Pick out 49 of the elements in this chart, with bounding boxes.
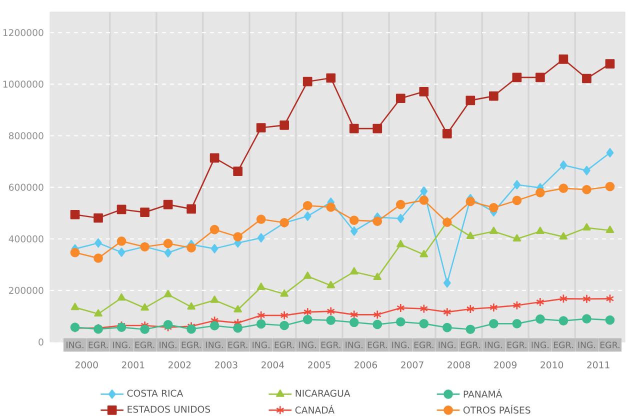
legend-label: PANAMÁ bbox=[464, 388, 502, 398]
x-tick-label: EGR. bbox=[368, 342, 387, 348]
x-tick-label: EGR. bbox=[414, 342, 434, 348]
x-tick-label: ING. bbox=[392, 342, 409, 348]
x-tick-label: EGR. bbox=[182, 342, 201, 348]
text: 2007 bbox=[401, 361, 424, 368]
text: 2010 bbox=[540, 361, 564, 368]
text: 2006 bbox=[354, 361, 378, 368]
y-tick-label: 0 bbox=[38, 338, 44, 346]
x-tick-label: EGR. bbox=[600, 342, 620, 348]
legend-label: ESTADOS UNIDOS bbox=[128, 406, 210, 413]
x-tick-label: ING. bbox=[438, 342, 456, 348]
y-tick-label: 800000 bbox=[8, 132, 44, 140]
x-tick-label: EGR. bbox=[88, 342, 108, 348]
text: 2009 bbox=[494, 361, 517, 368]
x-tick-label: ING. bbox=[299, 342, 316, 348]
legend-label: CANADÁ bbox=[295, 404, 334, 414]
x-tick-label: ING. bbox=[532, 342, 549, 348]
text: 2001 bbox=[122, 361, 144, 368]
legend-label: NICARAGUA bbox=[296, 390, 350, 397]
text: 2004 bbox=[262, 361, 284, 368]
y-tick-label: 400000 bbox=[8, 235, 44, 242]
text: 2011 bbox=[587, 361, 610, 368]
x-tick-label: EGR. bbox=[554, 342, 573, 348]
x-tick-label: EGR. bbox=[274, 342, 294, 348]
text: 2000 bbox=[75, 361, 98, 368]
text: 2005 bbox=[308, 361, 330, 368]
x-tick-label: ING. bbox=[252, 342, 270, 348]
x-tick-label: ING. bbox=[66, 342, 84, 348]
x-tick-label: ING. bbox=[485, 342, 502, 348]
text: 2008 bbox=[448, 361, 470, 368]
x-tick-label: ING. bbox=[346, 342, 362, 348]
legend-label: COSTA RICA bbox=[127, 390, 184, 397]
y-tick-label: 200000 bbox=[9, 286, 44, 294]
x-tick-label: EGR. bbox=[228, 342, 248, 348]
x-tick-label: EGR. bbox=[460, 342, 480, 348]
text: 2002 bbox=[168, 361, 191, 368]
x-tick-label: ING. bbox=[206, 342, 223, 348]
x-tick-label: EGR. bbox=[507, 342, 526, 348]
y-tick-label: 600000 bbox=[8, 184, 44, 191]
x-tick-label: ING. bbox=[113, 342, 130, 348]
legend-label: OTROS PAÍSES bbox=[463, 404, 530, 414]
text: 2003 bbox=[215, 361, 238, 368]
y-tick-label: 1000000 bbox=[3, 80, 44, 88]
x-tick-label: ING. bbox=[160, 342, 176, 348]
x-tick-label: EGR. bbox=[321, 342, 340, 348]
x-tick-label: ING. bbox=[578, 342, 596, 348]
x-tick-label: EGR. bbox=[135, 342, 154, 348]
y-tick-label: 1200000 bbox=[3, 29, 44, 36]
